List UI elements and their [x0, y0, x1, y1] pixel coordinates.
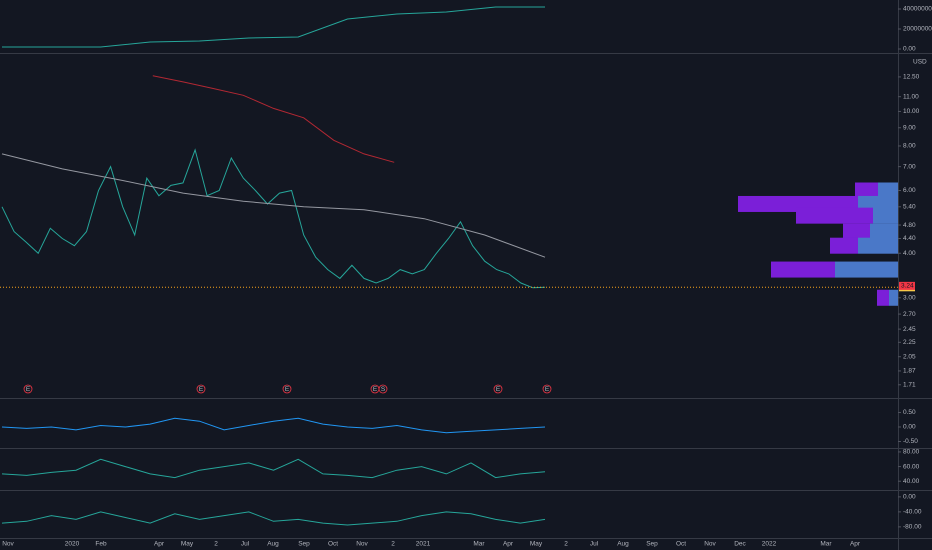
x-tick-label: Sep — [646, 541, 658, 548]
series-line — [1, 153, 546, 258]
series-line — [1, 148, 546, 289]
y-tick-label: -40.00 — [903, 509, 922, 516]
y-tick-label: 9.00 — [903, 124, 916, 131]
x-tick-label: May — [181, 541, 194, 548]
profile-bar — [889, 289, 898, 306]
profile-bar — [835, 261, 898, 278]
y-tick-label: 0.00 — [903, 494, 916, 501]
x-tick-label: Oct — [676, 541, 686, 548]
event-label: E — [373, 386, 378, 393]
x-tick-label: 2020 — [65, 541, 80, 548]
y-tick-label: 40000000.00 — [903, 6, 932, 13]
x-tick-label: 2 — [564, 541, 568, 548]
event-marker — [282, 384, 292, 394]
event-marker — [196, 384, 206, 394]
y-tick-label: 7.00 — [903, 163, 916, 170]
x-tick-label: Nov — [704, 541, 716, 548]
x-tick-label: 2 — [391, 541, 395, 548]
profile-bar — [796, 207, 873, 224]
profile-bar — [855, 182, 878, 199]
x-tick-label: May — [530, 541, 543, 548]
price-tag — [899, 281, 915, 290]
profile-bar — [877, 289, 889, 306]
y-tick-label: 8.00 — [903, 143, 916, 150]
x-tick-label: Nov — [2, 541, 14, 548]
series-line — [1, 458, 546, 479]
x-tick-label: Feb — [95, 541, 107, 548]
event-label: E — [26, 386, 31, 393]
y-tick-label: 2.25 — [903, 339, 916, 346]
x-tick-label: Jul — [590, 541, 599, 548]
currency-label: USD — [913, 59, 927, 66]
price-tag-label: 3.24 — [901, 283, 914, 290]
y-tick-label: 2.45 — [903, 326, 916, 333]
event-label: E — [545, 386, 550, 393]
x-tick-label: Jul — [241, 541, 250, 548]
x-tick-label: Dec — [734, 541, 746, 548]
y-tick-label: 0.50 — [903, 409, 916, 416]
series-line — [1, 511, 546, 526]
y-tick-label: 0.00 — [903, 46, 916, 53]
event-marker — [542, 384, 552, 394]
event-label: E — [285, 386, 290, 393]
x-tick-label: Aug — [617, 541, 629, 548]
y-tick-label: -80.00 — [903, 524, 922, 531]
y-tick-label: 4.40 — [903, 235, 916, 242]
x-tick-label: 2022 — [762, 541, 777, 548]
y-tick-label: 4.00 — [903, 250, 916, 257]
y-tick-label: -0.50 — [903, 438, 918, 445]
profile-bar — [830, 237, 858, 254]
x-tick-label: Nov — [356, 541, 368, 548]
x-tick-label: Oct — [328, 541, 338, 548]
y-tick-label: 12.50 — [903, 74, 920, 81]
y-tick-label: 80.00 — [903, 449, 920, 456]
y-tick-label: 0.00 — [903, 424, 916, 431]
y-tick-label: 20000000.00 — [903, 26, 932, 33]
series-line — [152, 75, 395, 163]
profile-bar — [771, 261, 835, 278]
x-tick-label: Mar — [473, 541, 485, 548]
x-tick-label: Apr — [503, 541, 514, 548]
x-tick-label: 2021 — [416, 541, 431, 548]
event-label: E — [199, 386, 204, 393]
profile-bar — [878, 182, 898, 199]
y-tick-label: 4.80 — [903, 222, 916, 229]
x-tick-label: Apr — [850, 541, 861, 548]
x-tick-label: Aug — [267, 541, 279, 548]
y-tick-label: 2.05 — [903, 353, 916, 360]
series-line — [1, 417, 546, 434]
y-tick-label: 11.00 — [903, 93, 919, 100]
y-tick-label: 1.87 — [903, 368, 916, 375]
y-tick-label: 1.71 — [903, 381, 916, 388]
x-tick-label: Sep — [298, 541, 310, 548]
event-marker — [493, 384, 503, 394]
profile-bar — [873, 207, 898, 224]
x-tick-label: Mar — [820, 541, 832, 548]
event-marker — [23, 384, 33, 394]
event-marker — [378, 384, 388, 394]
profile-bar — [843, 223, 870, 240]
event-label: S — [381, 386, 386, 393]
y-tick-label: 3.00 — [903, 294, 916, 301]
y-tick-label: 10.00 — [903, 108, 920, 115]
profile-bar — [870, 223, 898, 240]
x-tick-label: 2 — [214, 541, 218, 548]
y-tick-label: 40.00 — [903, 478, 920, 485]
profile-bar — [858, 237, 898, 254]
y-tick-label: 2.70 — [903, 311, 916, 318]
y-tick-label: 6.00 — [903, 187, 916, 194]
series-line — [2, 6, 545, 48]
event-label: E — [496, 386, 501, 393]
x-tick-label: Apr — [154, 541, 165, 548]
y-tick-label: 5.40 — [903, 204, 916, 211]
y-tick-label: 60.00 — [903, 463, 920, 470]
